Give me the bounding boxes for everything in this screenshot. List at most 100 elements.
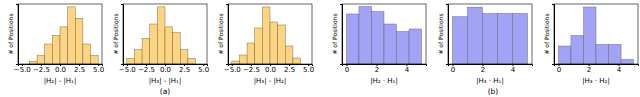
y-axis-line [446, 5, 449, 65]
bar [68, 7, 76, 64]
x-tick: 2.5 [179, 64, 190, 74]
bar [278, 25, 286, 64]
bar [188, 58, 196, 64]
bar [596, 45, 608, 65]
x-tick-label: 2 [375, 66, 379, 74]
x-tick-label: 5.0 [303, 66, 314, 74]
panel: 0 2 4 |H₃ · H₂| # of Positions [543, 4, 639, 85]
x-tick-label: 4 [405, 66, 410, 74]
x-axis-title: |H₃ · H₁| [476, 77, 504, 85]
x-tick: 4 [511, 64, 516, 74]
x-tick-label: −5.0 [14, 66, 31, 74]
bar [29, 61, 37, 64]
x-tick-label: 4 [617, 66, 622, 74]
x-tick-label: −5.0 [224, 66, 241, 74]
x-tick: −5.0 [224, 64, 241, 74]
bar [60, 27, 68, 64]
x-axis-line [343, 65, 427, 67]
x-tick-label: 2.5 [284, 66, 295, 74]
y-axis-title: # of Positions [543, 13, 550, 54]
bar [468, 7, 483, 64]
bar [247, 43, 255, 64]
x-tick-label: 2 [587, 66, 591, 74]
bar [293, 58, 301, 64]
bar [396, 32, 409, 65]
x-tick-label: −2.5 [138, 66, 155, 74]
bar [453, 17, 468, 64]
y-axis-line [552, 5, 555, 65]
panel: −5.0−2.5 0.0 2.5 5.0 |H₂| - |H₁| # of Positio… [7, 4, 104, 85]
panel-label: (b) [488, 87, 499, 96]
frame [554, 4, 638, 64]
x-axis-title: |H₂ · H₁| [370, 77, 398, 85]
bar [157, 7, 165, 64]
bar [571, 36, 584, 65]
frame [448, 4, 532, 64]
x-tick-label: −2.5 [243, 66, 260, 74]
y-axis-title: # of Positions [217, 13, 224, 54]
bar [127, 58, 135, 64]
x-tick-label: 5.0 [198, 66, 209, 74]
bar [165, 27, 173, 64]
bar [37, 55, 45, 64]
bar [483, 13, 498, 64]
x-tick: 0.0 [160, 64, 171, 74]
x-tick: 0 [451, 64, 455, 74]
frame [18, 4, 102, 64]
y-axis-title: # of Positions [112, 13, 119, 54]
bar [285, 46, 293, 64]
y-axis [552, 5, 555, 65]
x-tick-label: 2.5 [74, 66, 85, 74]
panel: −5.0−2.50.02.55.0|H₃| - |H₁|# of Positio… [112, 4, 209, 85]
y-axis-line [16, 5, 19, 65]
x-axis-title: |H₃ · H₂| [582, 77, 610, 85]
x-tick: 4 [405, 64, 410, 74]
x-tick: 5.0 [303, 64, 314, 74]
panel-label: (a) [160, 87, 171, 96]
x-tick-label: 2 [481, 66, 485, 74]
x-tick: 2 [587, 64, 591, 74]
x-tick-label: 0.0 [160, 66, 171, 74]
bar [150, 24, 158, 64]
x-axis: −5.0−2.5 0.0 2.5 5.0 [119, 64, 209, 74]
x-axis: −5.0−2.5 0.0 2.5 5.0 [14, 64, 104, 74]
x-tick: −5.0 [119, 64, 136, 74]
bars [29, 7, 98, 64]
bar [239, 55, 247, 64]
x-tick: −2.5 [138, 64, 155, 74]
y-axis [226, 5, 229, 65]
y-axis-title: # of Positions [7, 13, 14, 54]
bar [270, 22, 278, 64]
bar [134, 50, 142, 64]
bar [372, 12, 384, 65]
x-tick: 2.5 [74, 64, 85, 74]
x-tick-label: 5.0 [93, 66, 104, 74]
x-axis-title: |H₂| - |H₁| [44, 77, 77, 85]
x-axis: −5.0−2.5 0.0 2.5 5.0 [224, 64, 314, 74]
x-tick-label: 0.0 [55, 66, 66, 74]
x-tick: −2.5 [243, 64, 260, 74]
bar [559, 46, 571, 64]
bar [513, 13, 528, 64]
bar [173, 33, 181, 64]
y-axis [446, 5, 449, 65]
bar [262, 7, 270, 64]
bar [75, 18, 83, 64]
bar [608, 45, 621, 65]
y-axis-line [226, 5, 229, 65]
x-axis-line [449, 65, 533, 67]
bars [347, 7, 422, 65]
x-tick: 2.5 [284, 64, 295, 74]
x-tick-label: 0 [557, 66, 561, 74]
x-tick-label: 0.0 [265, 66, 276, 74]
x-tick: −2.5 [33, 64, 50, 74]
bar [255, 28, 263, 64]
y-axis-line [121, 5, 124, 65]
bar [359, 7, 372, 65]
frame [123, 4, 207, 64]
bar [347, 14, 359, 64]
x-axis-line [555, 65, 639, 67]
x-tick: 0.0 [55, 64, 66, 74]
x-tick-label: −2.5 [33, 66, 50, 74]
bar [409, 29, 421, 64]
